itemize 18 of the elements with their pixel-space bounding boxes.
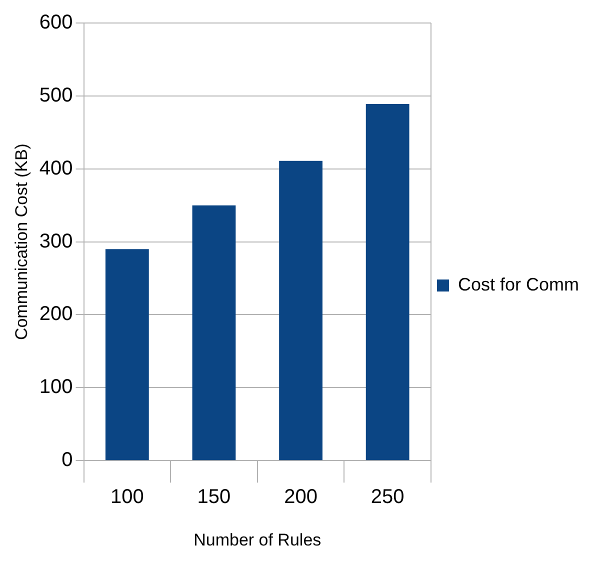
x-tick-label: 200 [284, 486, 318, 508]
bar [279, 160, 322, 460]
bar [366, 104, 410, 460]
x-tick-label: 150 [197, 486, 231, 508]
y-tick-label: 300 [39, 230, 73, 252]
x-tick-label: 100 [110, 486, 144, 508]
bar [192, 205, 236, 460]
y-tick-label: 400 [39, 157, 73, 180]
y-tick-label: 200 [39, 303, 73, 326]
bar [105, 249, 149, 460]
y-axis-title: Communication Cost (KB) [12, 144, 31, 340]
x-tick-label: 250 [370, 486, 404, 508]
y-tick-label: 500 [39, 84, 73, 106]
y-tick-label: 100 [39, 376, 73, 398]
y-tick-label: 600 [39, 12, 73, 34]
legend-label: Cost for Comm [458, 274, 580, 294]
x-axis-title: Number of Rules [194, 530, 322, 550]
y-tick-label: 0 [62, 449, 73, 472]
